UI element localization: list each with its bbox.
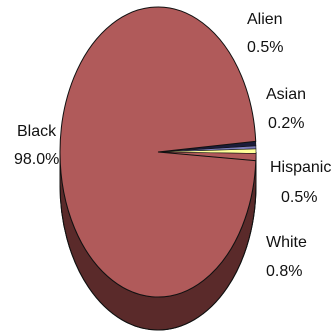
slice-value-alien: 0.5% bbox=[247, 39, 283, 56]
pie-slice-black bbox=[59, 6, 257, 298]
slice-label-hispanic: Hispanic bbox=[270, 159, 331, 176]
slice-value-hispanic: 0.5% bbox=[281, 189, 317, 206]
slice-value-white: 0.8% bbox=[266, 263, 302, 280]
slice-value-black: 98.0% bbox=[14, 151, 59, 168]
slice-label-alien: Alien bbox=[247, 11, 283, 28]
slice-label-white: White bbox=[266, 234, 307, 251]
pie-depth-bottom bbox=[59, 184, 257, 331]
slice-value-asian: 0.2% bbox=[268, 115, 304, 132]
slice-label-black: Black bbox=[17, 123, 57, 140]
slice-label-asian: Asian bbox=[266, 86, 306, 103]
